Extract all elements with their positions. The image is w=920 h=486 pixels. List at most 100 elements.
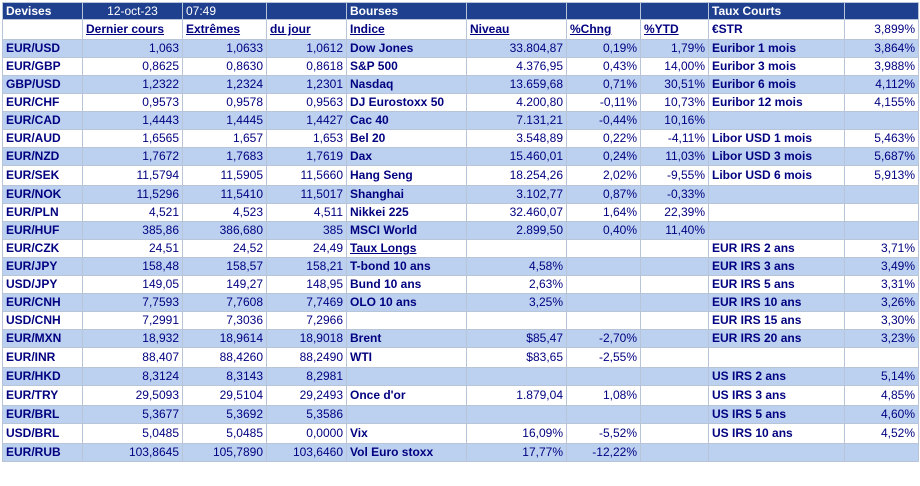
- high-price: 7,7608: [182, 293, 267, 312]
- change-pct: [566, 311, 641, 330]
- rate-name: EUR IRS 3 ans: [708, 257, 845, 276]
- change-pct: 0,43%: [566, 57, 641, 76]
- rate-value: [844, 111, 919, 130]
- rate-value: [844, 443, 919, 462]
- ytd-pct: [640, 275, 709, 294]
- currency-pair: EUR/SEK: [2, 165, 83, 186]
- ytd-pct: 10,16%: [640, 111, 709, 130]
- table-row: EUR/SEK 11,5794 11,5905 11,5660 Hang Seng 18.…: [2, 165, 919, 186]
- empty-cell: [844, 2, 919, 20]
- index-name: MSCI World: [346, 221, 467, 240]
- high-price: 1,4445: [182, 111, 267, 130]
- change-pct: [566, 405, 641, 424]
- ytd-pct: [640, 405, 709, 424]
- rate-name: US IRS 5 ans: [708, 405, 845, 424]
- low-price: 1,7619: [266, 147, 347, 166]
- rate-value: 3,26%: [844, 293, 919, 312]
- rate-value: 3,49%: [844, 257, 919, 276]
- index-name: Vix: [346, 423, 467, 444]
- high-price: 29,5104: [182, 385, 267, 406]
- rate-name: [708, 111, 845, 130]
- currency-pair: EUR/GBP: [2, 57, 83, 76]
- high-price: 5,0485: [182, 423, 267, 444]
- rate-value: 5,463%: [844, 129, 919, 148]
- rate-name: Euribor 12 mois: [708, 93, 845, 112]
- col-ytd: %YTD: [640, 19, 709, 40]
- change-pct: -0,11%: [566, 93, 641, 112]
- rate-name: Libor USD 3 mois: [708, 147, 845, 166]
- rate-value: 5,913%: [844, 165, 919, 186]
- low-price: 4,511: [266, 203, 347, 222]
- rate-value: [844, 185, 919, 204]
- last-price: 29,5093: [82, 385, 183, 406]
- last-price: 1,2322: [82, 75, 183, 94]
- high-price: 149,27: [182, 275, 267, 294]
- high-price: 0,8630: [182, 57, 267, 76]
- low-price: 0,9563: [266, 93, 347, 112]
- col-indice: Indice: [346, 19, 467, 40]
- table-row: EUR/USD 1,063 1,0633 1,0612 Dow Jones 33.804,…: [2, 39, 919, 58]
- change-pct: 1,08%: [566, 385, 641, 406]
- ytd-pct: 22,39%: [640, 203, 709, 222]
- rate-value: 3,71%: [844, 239, 919, 258]
- currency-pair: EUR/CNH: [2, 293, 83, 312]
- index-name: Shanghai: [346, 185, 467, 204]
- low-price: 11,5660: [266, 165, 347, 186]
- last-price: 0,9573: [82, 93, 183, 112]
- rate-value: 3,31%: [844, 275, 919, 294]
- change-pct: -5,52%: [566, 423, 641, 444]
- rate-name: Euribor 1 mois: [708, 39, 845, 58]
- high-price: 11,5905: [182, 165, 267, 186]
- currency-pair: EUR/TRY: [2, 385, 83, 406]
- currency-pair: EUR/CZK: [2, 239, 83, 258]
- high-price: 1,2324: [182, 75, 267, 94]
- low-price: 7,7469: [266, 293, 347, 312]
- change-pct: 0,24%: [566, 147, 641, 166]
- index-level: 2,63%: [466, 275, 567, 294]
- index-name: [346, 405, 467, 424]
- last-price: 103,8645: [82, 443, 183, 462]
- high-price: 1,0633: [182, 39, 267, 58]
- index-level: 2.899,50: [466, 221, 567, 240]
- index-name: Vol Euro stoxx: [346, 443, 467, 462]
- col-extremes: Extrêmes: [182, 19, 267, 40]
- table-row: USD/BRL 5,0485 5,0485 0,0000 Vix 16,09% -5,52%…: [2, 423, 919, 444]
- quote-time: 07:49: [182, 2, 267, 20]
- table-row: EUR/CHF 0,9573 0,9578 0,9563 DJ Eurostoxx 50…: [2, 93, 919, 112]
- index-level: 4.200,80: [466, 93, 567, 112]
- currency-pair: EUR/NZD: [2, 147, 83, 166]
- table-row: EUR/GBP 0,8625 0,8630 0,8618 S&P 500 4.376,95…: [2, 57, 919, 76]
- index-level: $85,47: [466, 329, 567, 348]
- last-price: 385,86: [82, 221, 183, 240]
- empty-cell: [266, 2, 347, 20]
- ytd-pct: [640, 329, 709, 348]
- ytd-pct: [640, 239, 709, 258]
- index-name: Nasdaq: [346, 75, 467, 94]
- table-row: USD/CNH 7,2991 7,3036 7,2966 EUR IRS 15 ans 3…: [2, 311, 919, 330]
- change-pct: -12,22%: [566, 443, 641, 462]
- rate-name: [708, 203, 845, 222]
- ytd-pct: 30,51%: [640, 75, 709, 94]
- currency-pair: EUR/PLN: [2, 203, 83, 222]
- index-level: [466, 239, 567, 258]
- rate-name: EUR IRS 10 ans: [708, 293, 845, 312]
- ytd-pct: [640, 347, 709, 368]
- change-pct: 0,40%: [566, 221, 641, 240]
- rate-name: US IRS 3 ans: [708, 385, 845, 406]
- empty-cell: [2, 19, 83, 40]
- change-pct: [566, 367, 641, 386]
- table-row: EUR/JPY 158,48 158,57 158,21 T-bond 10 ans 4,…: [2, 257, 919, 276]
- low-price: 1,2301: [266, 75, 347, 94]
- index-level: [466, 311, 567, 330]
- rate-name: [708, 347, 845, 368]
- currency-pair: EUR/BRL: [2, 405, 83, 424]
- rate-name: EUR IRS 2 ans: [708, 239, 845, 258]
- estr-value: 3,899%: [844, 19, 919, 40]
- index-level: 16,09%: [466, 423, 567, 444]
- empty-cell: [566, 2, 641, 20]
- index-level: 32.460,07: [466, 203, 567, 222]
- change-pct: 0,87%: [566, 185, 641, 204]
- index-level: $83,65: [466, 347, 567, 368]
- ytd-pct: 10,73%: [640, 93, 709, 112]
- empty-cell: [640, 2, 709, 20]
